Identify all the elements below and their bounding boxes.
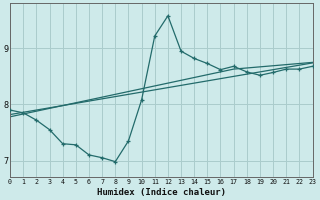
X-axis label: Humidex (Indice chaleur): Humidex (Indice chaleur) xyxy=(97,188,226,197)
